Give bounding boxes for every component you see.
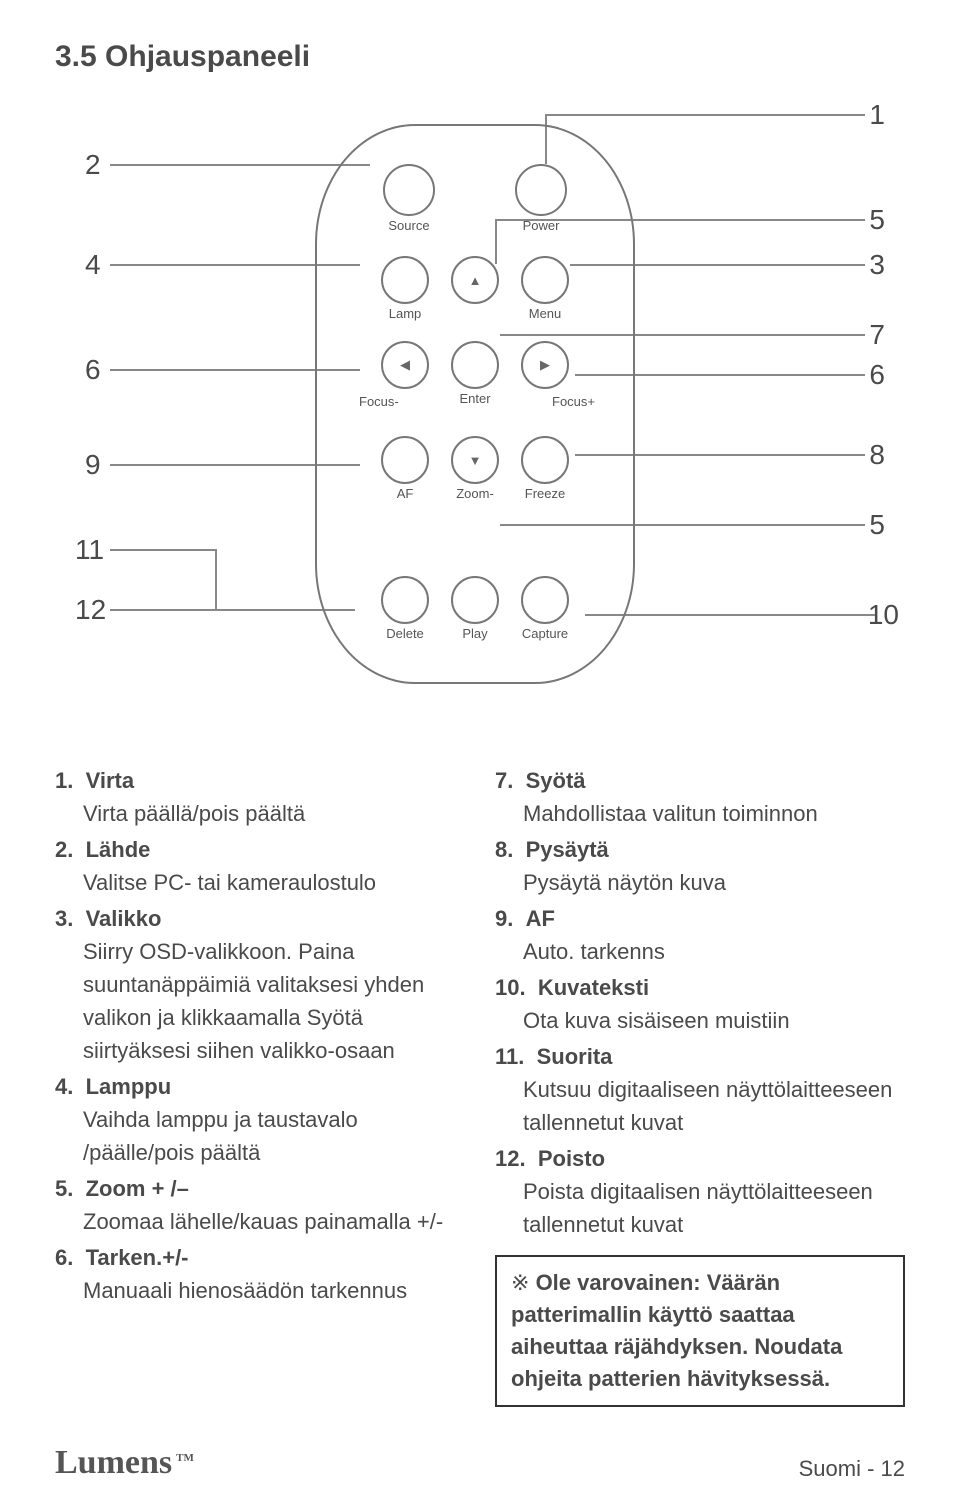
left-column: 1. VirtaVirta päällä/pois päältä 2. Lähd…	[55, 764, 465, 1407]
list-item: 8. PysäytäPysäytä näytön kuva	[495, 833, 905, 899]
focus-plus-label: Focus+	[552, 394, 595, 409]
callout-8: 8	[869, 439, 885, 471]
list-item: 2. LähdeValitse PC- tai kameraulostulo	[55, 833, 465, 899]
list-item: 11. SuoritaKutsuu digitaaliseen näyttöla…	[495, 1040, 905, 1139]
control-panel-diagram: 2 4 6 9 11 12 1 5 3 7 6 8 5 10 Source Po…	[55, 94, 905, 734]
list-item: 9. AFAuto. tarkenns	[495, 902, 905, 968]
power-button: Power	[515, 164, 567, 233]
enter-label: Enter	[459, 391, 490, 406]
arrow-left-icon	[381, 341, 429, 389]
af-button: AF	[381, 436, 429, 501]
warning-note: ※ Ole varovainen: Väärän patterimallin k…	[495, 1255, 905, 1407]
list-item: 10. KuvatekstiOta kuva sisäiseen muistii…	[495, 971, 905, 1037]
list-item: 12. PoistoPoista digitaalisen näyttölait…	[495, 1142, 905, 1241]
callout-11: 11	[75, 534, 104, 566]
freeze-label: Freeze	[525, 486, 565, 501]
note-text: Ole varovainen: Väärän patterimallin käy…	[511, 1270, 842, 1391]
description-columns: 1. VirtaVirta päällä/pois päältä 2. Lähd…	[55, 764, 905, 1407]
callout-9: 9	[85, 449, 101, 481]
callout-3: 3	[869, 249, 885, 281]
leader-line	[545, 114, 865, 116]
callout-1: 1	[869, 99, 885, 131]
page-number: Suomi - 12	[799, 1456, 905, 1482]
menu-label: Menu	[529, 306, 562, 321]
freeze-button: Freeze	[521, 436, 569, 501]
enter-button: Enter	[451, 341, 499, 406]
arrow-down-icon	[451, 436, 499, 484]
remote-panel-outline: Source Power Lamp Zoom+ Menu Enter	[315, 124, 635, 684]
callout-4: 4	[85, 249, 101, 281]
play-label: Play	[462, 626, 487, 641]
list-item: 6. Tarken.+/-Manuaali hienosäädön tarken…	[55, 1241, 465, 1307]
source-label: Source	[388, 218, 429, 233]
lamp-button: Lamp	[381, 256, 429, 321]
af-label: AF	[397, 486, 414, 501]
power-label: Power	[523, 218, 560, 233]
callout-5-top: 5	[869, 204, 885, 236]
callout-6-right: 6	[869, 359, 885, 391]
leader-line	[215, 549, 217, 609]
lumens-logo: LumensTM	[55, 1444, 194, 1482]
source-button: Source	[383, 164, 435, 233]
arrow-right-icon	[521, 341, 569, 389]
list-item: 3. ValikkoSiirry OSD-valikkoon. Paina su…	[55, 902, 465, 1067]
lamp-label: Lamp	[389, 306, 422, 321]
zoom-minus-label: Zoom-	[456, 486, 494, 501]
capture-button: Capture	[521, 576, 569, 641]
down-arrow-button: Zoom-	[451, 436, 499, 501]
list-item: 7. SyötäMahdollistaa valitun toiminnon	[495, 764, 905, 830]
callout-7: 7	[869, 319, 885, 351]
note-mark-icon: ※	[511, 1270, 529, 1295]
up-arrow-button: Zoom+	[451, 256, 499, 321]
list-item: 1. VirtaVirta päällä/pois päältä	[55, 764, 465, 830]
list-item: 5. Zoom + /–Zoomaa lähelle/kauas painama…	[55, 1172, 465, 1238]
callout-12: 12	[75, 594, 106, 626]
section-title: 3.5 Ohjauspaneeli	[55, 40, 905, 74]
callout-5-bottom: 5	[869, 509, 885, 541]
capture-label: Capture	[522, 626, 568, 641]
arrow-up-icon	[451, 256, 499, 304]
focus-minus-label: Focus-	[359, 394, 399, 409]
delete-button: Delete	[381, 576, 429, 641]
page-footer: LumensTM Suomi - 12	[55, 1444, 905, 1482]
list-item: 4. LamppuVaihda lamppu ja taustavalo /pä…	[55, 1070, 465, 1169]
callout-2: 2	[85, 149, 101, 181]
menu-button: Menu	[521, 256, 569, 321]
play-button: Play	[451, 576, 499, 641]
leader-line	[110, 549, 215, 551]
right-column: 7. SyötäMahdollistaa valitun toiminnon 8…	[495, 764, 905, 1407]
callout-6-left: 6	[85, 354, 101, 386]
delete-label: Delete	[386, 626, 424, 641]
